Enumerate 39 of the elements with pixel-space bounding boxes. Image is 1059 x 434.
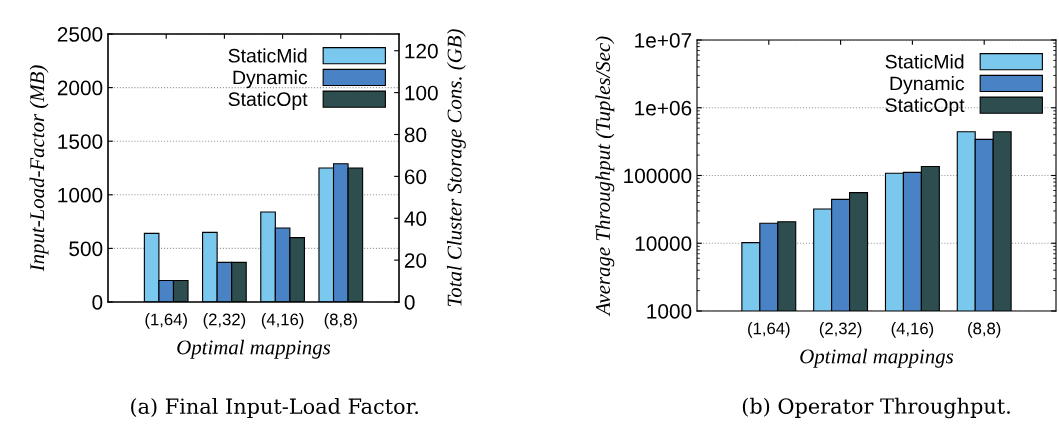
x-tick-label: (1,64) [748, 322, 790, 338]
y2-tick-label: 80 [404, 127, 427, 143]
text: (b) Operator Throughput. [742, 397, 1010, 419]
y-tick-label: 1000 [58, 187, 103, 203]
y-tick-label: 2000 [57, 80, 103, 96]
y2-axis-title: Total Cluster Storage Cons. (GB) [446, 29, 466, 307]
y-tick-label: 1500 [58, 134, 103, 149]
y-tick-label: 10000 [635, 236, 692, 251]
y-tick-label: 1000 [647, 304, 692, 319]
y-tick-label: 0 [92, 295, 103, 310]
y-axis-title: Input-Load-Factor (MB) [29, 65, 49, 272]
y-axis-title: Average Throughput (Tuples/Sec) [595, 36, 615, 317]
y2-tick-label: 100 [405, 85, 438, 101]
y2-tick-label: 0 [404, 295, 415, 310]
x-tick-label: (2,32) [203, 313, 246, 329]
y-tick-label: 2500 [57, 27, 103, 42]
y2-tick-label: 60 [404, 169, 427, 185]
y2-tick-label: 40 [404, 211, 427, 226]
y-tick-label: 100000 [624, 168, 692, 184]
y-tick-label: 500 [69, 241, 103, 257]
y-tick-label: 1e+06 [635, 100, 692, 116]
legend-label: StaticOpt [885, 97, 965, 116]
legend-label: Dynamic [233, 70, 308, 89]
y2-tick-label: 120 [405, 43, 438, 59]
text: (a) Final Input-Load Factor. [131, 397, 418, 419]
x-tick-label: (8,8) [324, 313, 357, 329]
x-tick-label: (8,8) [968, 322, 1001, 338]
legend-label: StaticOpt [228, 91, 308, 110]
x-axis-title: Optimal mappings [177, 339, 331, 359]
x-tick-label: (4,16) [261, 313, 304, 329]
y2-tick-label: 20 [404, 253, 427, 268]
x-axis-title: Optimal mappings [800, 348, 954, 368]
legend-label: Dynamic [890, 76, 965, 95]
x-tick-label: (2,32) [819, 322, 862, 338]
x-tick-label: (1,64) [145, 313, 187, 329]
legend-label: StaticMid [885, 54, 964, 69]
x-tick-label: (4,16) [891, 322, 934, 338]
y-tick-label: 1e+07 [635, 33, 692, 48]
legend-label: StaticMid [228, 48, 307, 63]
